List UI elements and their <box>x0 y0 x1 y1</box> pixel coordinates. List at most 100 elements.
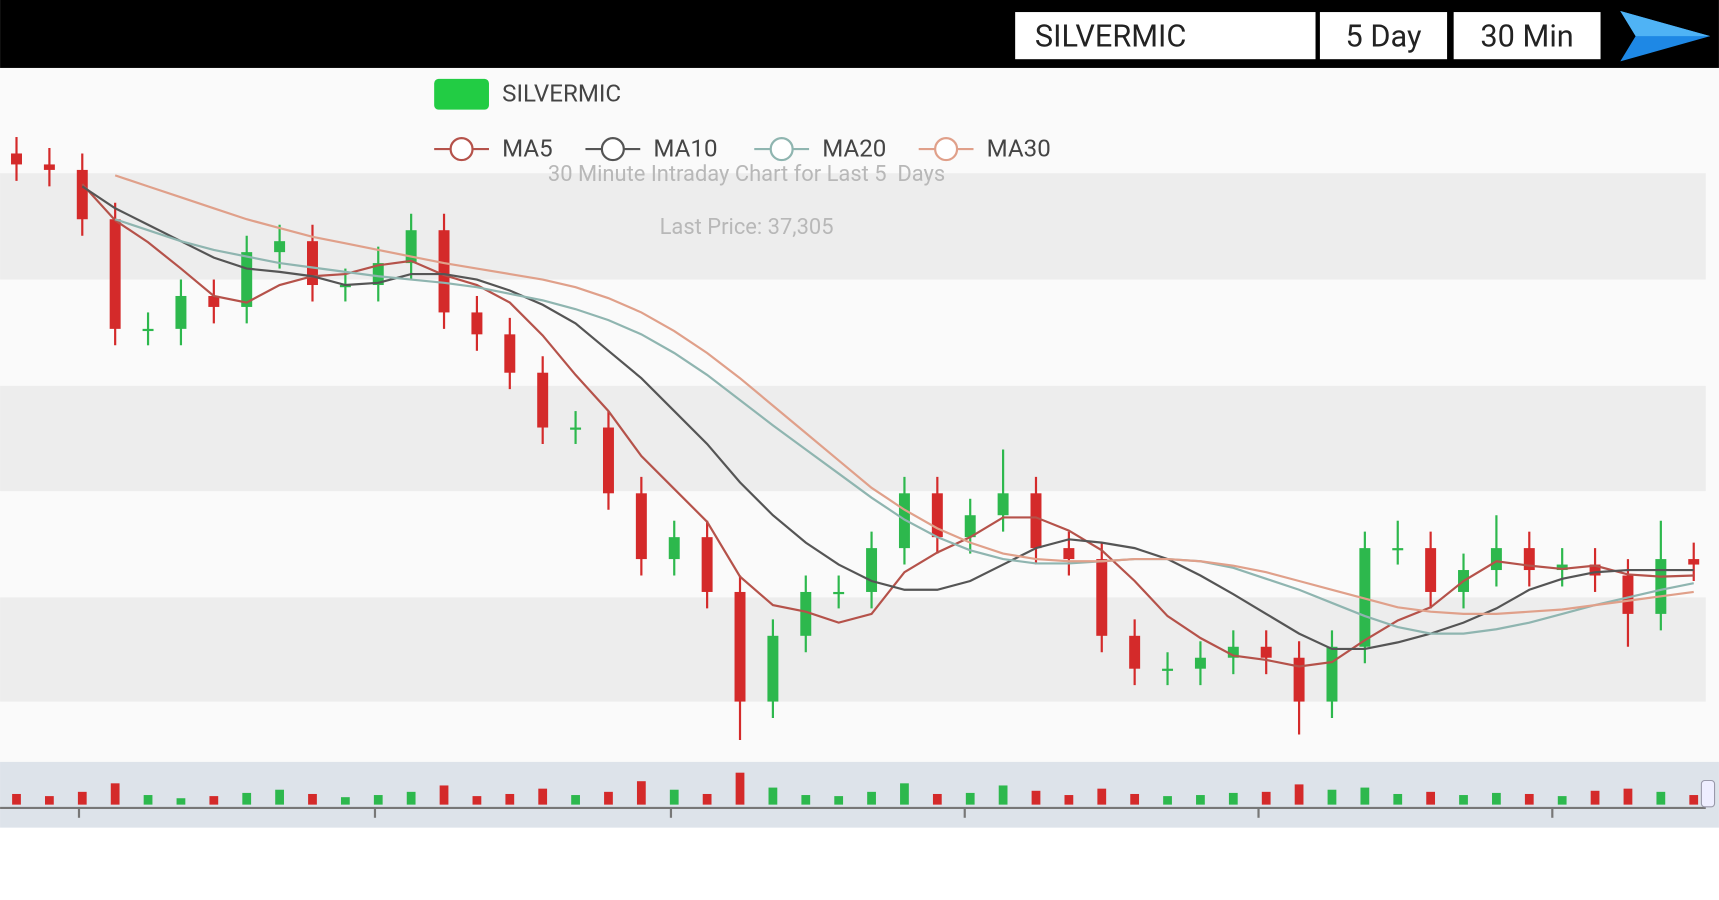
candle-body <box>734 591 746 702</box>
candle-body <box>274 241 286 253</box>
volume-bar <box>1492 792 1501 805</box>
legend-label: MA20 <box>822 135 886 163</box>
legend-label: SILVERMIC <box>502 80 621 108</box>
candle-body <box>997 493 1009 516</box>
legend-marker <box>449 137 474 162</box>
volume-bar <box>12 793 21 805</box>
volume-bar <box>472 796 482 805</box>
candle-body <box>1326 646 1338 702</box>
volume-bar <box>571 795 580 805</box>
volume-bar <box>702 793 712 805</box>
volume-bar <box>1196 795 1205 805</box>
candle-body <box>1162 668 1174 671</box>
legend-marker <box>600 137 625 162</box>
legend-label: MA5 <box>502 135 553 163</box>
legend-marker <box>934 137 959 162</box>
volume-bar <box>373 795 383 805</box>
volume-bar <box>900 783 909 805</box>
volume-bar <box>669 789 679 805</box>
legend-marker <box>769 137 794 162</box>
volume-bar <box>1031 790 1041 805</box>
symbol-input[interactable] <box>1015 12 1316 60</box>
volume-bar <box>340 797 350 805</box>
volume-bar <box>1261 791 1271 805</box>
period-text: 5 Day <box>1345 19 1421 54</box>
candle-body <box>1589 564 1601 576</box>
candle-body <box>1260 646 1272 658</box>
candle-body <box>1194 657 1206 669</box>
volume-bar <box>308 793 317 805</box>
candle-body <box>701 537 713 592</box>
candle-body <box>1425 548 1437 592</box>
candle-body <box>833 591 845 595</box>
candle-body <box>405 230 417 264</box>
candle-body <box>800 591 812 636</box>
chart-title: 30 Minute Intraday Chart for Last 5 Days <box>548 162 945 187</box>
candle-body <box>931 493 943 538</box>
volume-bar <box>110 783 120 805</box>
volume-bar <box>1656 791 1666 805</box>
volume-bar <box>1327 789 1337 805</box>
volume-bar <box>406 791 416 805</box>
candle-body <box>1688 559 1700 565</box>
volume-bar <box>965 792 975 805</box>
candle-body <box>76 169 88 220</box>
volume-bar <box>998 785 1008 805</box>
volume-bar <box>209 796 219 805</box>
volume-bar <box>1590 790 1600 805</box>
plot-area <box>11 137 1700 740</box>
volume-bar <box>1228 792 1238 805</box>
volume-bar <box>77 791 87 805</box>
candle-body <box>438 230 450 313</box>
candle-body <box>43 164 55 170</box>
volume-bar <box>735 772 745 805</box>
volume-bars <box>12 772 1699 805</box>
volume-bar <box>143 795 153 805</box>
candle-body <box>1293 657 1305 702</box>
volume-bar <box>1524 793 1534 805</box>
volume-bar <box>1426 791 1436 805</box>
navigator-handle[interactable] <box>1700 779 1716 808</box>
volume-bar <box>636 781 646 805</box>
volume-bar <box>1360 787 1370 805</box>
volume-bar <box>1623 788 1633 805</box>
candle-body <box>109 219 121 329</box>
period-select[interactable] <box>1319 12 1448 60</box>
volume-bar <box>45 796 54 805</box>
candle-body <box>11 153 22 165</box>
candle-body <box>142 328 154 332</box>
navigator <box>0 761 1719 828</box>
volume-bar <box>867 791 876 805</box>
legend-label: MA10 <box>653 135 717 163</box>
volume-bar <box>801 795 811 805</box>
candle-body <box>1490 548 1502 571</box>
chart-subtitle: Last Price: 37,305 <box>660 215 834 240</box>
volume-bar <box>439 785 449 805</box>
interval-select[interactable] <box>1453 12 1601 60</box>
volume-bar <box>834 796 844 805</box>
candle-body <box>1392 548 1404 551</box>
candle-body <box>241 252 253 307</box>
volume-bar <box>1393 793 1403 805</box>
volume-bar <box>768 787 778 805</box>
candle-body <box>504 334 516 373</box>
candle-body <box>635 493 647 560</box>
volume-bar <box>1459 795 1468 805</box>
candle-body <box>570 427 582 430</box>
candle-body <box>471 312 483 335</box>
candle-body <box>1063 548 1075 560</box>
candle-body <box>1030 493 1042 549</box>
volume-bar <box>1689 795 1699 805</box>
volume-bar <box>1557 796 1567 805</box>
legend: SILVERMIC MA5 MA10 MA20 MA30 <box>434 78 1051 163</box>
candle-body <box>964 515 976 538</box>
candle-body <box>602 427 614 494</box>
symbol-text: SILVERMIC <box>1035 19 1186 54</box>
candle-body <box>866 548 878 592</box>
ma-line <box>114 218 1694 635</box>
candle-body <box>175 295 187 329</box>
volume-bar <box>242 792 252 805</box>
candle-body <box>1096 559 1108 636</box>
